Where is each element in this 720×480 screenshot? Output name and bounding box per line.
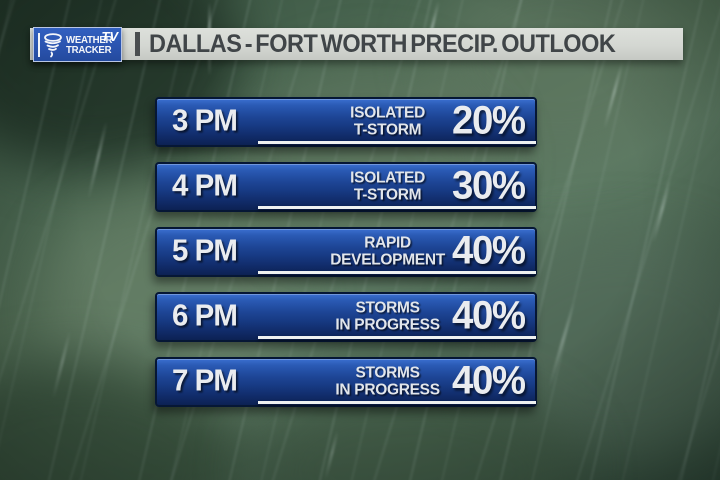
tv-badge: TV	[101, 29, 118, 44]
condition-line2: DEVELOPMENT	[330, 251, 445, 268]
condition-line2: T-STORM	[353, 186, 422, 203]
precip-outlook-table: 3 PM ISOLATED T-STORM 20% 4 PM ISOLATED …	[155, 97, 537, 422]
probability-value: 20%	[452, 98, 526, 143]
condition-label: ISOLATED T-STORM	[301, 104, 475, 139]
time-label: 6 PM	[172, 297, 238, 333]
tornado-icon	[44, 33, 62, 58]
table-row: 4 PM ISOLATED T-STORM 30%	[155, 162, 537, 212]
logo-word-tracker: TRACKER	[66, 44, 112, 56]
condition-line2: T-STORM	[353, 121, 422, 138]
condition-line1: ISOLATED	[350, 104, 425, 122]
condition-label: RAPID DEVELOPMENT	[301, 234, 475, 269]
condition-label: STORMS IN PROGRESS	[301, 299, 475, 334]
time-label: 4 PM	[172, 167, 238, 203]
time-label: 5 PM	[172, 232, 238, 268]
row-underline	[258, 401, 536, 404]
table-row: 6 PM STORMS IN PROGRESS 40%	[155, 292, 537, 342]
probability-value: 40%	[452, 358, 526, 403]
table-row: 5 PM RAPID DEVELOPMENT 40%	[155, 227, 537, 277]
logo-wordmark: WEATHER TRACKER	[66, 34, 116, 56]
probability-value: 40%	[452, 293, 526, 338]
logo-divider	[38, 32, 40, 57]
row-underline	[258, 141, 536, 144]
probability-value: 40%	[452, 228, 526, 273]
table-row: 3 PM ISOLATED T-STORM 20%	[155, 97, 537, 147]
title-separator-bar	[135, 32, 140, 56]
condition-line2: IN PROGRESS	[335, 316, 440, 333]
page-title: DALLAS - FORT WORTH PRECIP. OUTLOOK	[149, 29, 616, 58]
background-shade	[240, 60, 500, 260]
row-underline	[258, 271, 536, 274]
time-label: 3 PM	[172, 102, 238, 138]
row-underline	[258, 336, 536, 339]
condition-line2: IN PROGRESS	[335, 381, 440, 398]
probability-value: 30%	[452, 163, 526, 208]
condition-line1: RAPID	[364, 234, 411, 252]
condition-line1: STORMS	[355, 364, 420, 382]
time-label: 7 PM	[172, 362, 238, 398]
table-row: 7 PM STORMS IN PROGRESS 40%	[155, 357, 537, 407]
header-bar: DALLAS - FORT WORTH PRECIP. OUTLOOK	[30, 28, 683, 60]
row-underline	[258, 206, 536, 209]
condition-line1: ISOLATED	[350, 169, 425, 187]
weather-tracker-logo: WEATHER TRACKER TV	[33, 27, 122, 62]
condition-line1: STORMS	[355, 299, 420, 317]
condition-label: ISOLATED T-STORM	[301, 169, 475, 204]
logo-word-weather: WEATHER	[66, 34, 113, 46]
condition-label: STORMS IN PROGRESS	[301, 364, 475, 399]
